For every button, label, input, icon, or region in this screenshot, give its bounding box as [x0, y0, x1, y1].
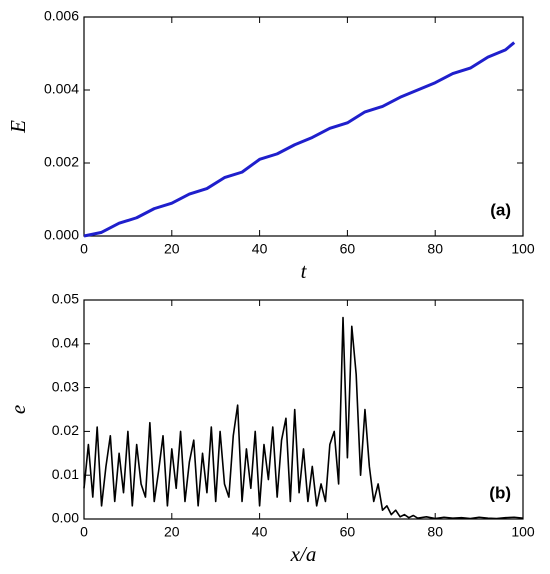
y-tick-label: 0.05	[52, 291, 79, 307]
y-tick-label: 0.01	[52, 466, 79, 482]
x-tick-label: 0	[80, 241, 88, 257]
x-tick-label: 80	[427, 241, 443, 257]
x-tick-label: 40	[252, 241, 268, 257]
plot-frame	[83, 299, 524, 520]
y-tick-label: 0.004	[44, 81, 79, 97]
y-tick-label: 0.03	[52, 378, 79, 394]
y-tick-label: 0.00	[52, 510, 79, 526]
y-tick-label: 0.006	[44, 8, 79, 24]
data-line	[83, 316, 524, 520]
y-tick-label: 0.000	[44, 227, 79, 243]
x-tick-label: 100	[511, 241, 535, 257]
plot-frame	[83, 16, 524, 237]
y-axis-label: E	[6, 120, 30, 134]
y-tick-label: 0.002	[44, 154, 79, 170]
x-tick-label: 80	[427, 524, 443, 540]
x-tick-label: 20	[164, 524, 180, 540]
y-tick-label: 0.02	[52, 422, 79, 438]
x-tick-label: 60	[340, 241, 356, 257]
x-tick-label: 100	[511, 524, 535, 540]
x-axis-label: t	[301, 259, 308, 283]
data-line	[83, 41, 516, 238]
y-tick-label: 0.04	[52, 335, 79, 351]
x-tick-label: 60	[340, 524, 356, 540]
x-axis-label: x/a	[290, 542, 317, 566]
x-tick-label: 40	[252, 524, 268, 540]
panel-label: (b)	[489, 483, 511, 502]
x-tick-label: 20	[164, 241, 180, 257]
x-tick-label: 0	[80, 524, 88, 540]
panel-label: (a)	[490, 200, 511, 219]
y-axis-label: e	[6, 405, 30, 414]
